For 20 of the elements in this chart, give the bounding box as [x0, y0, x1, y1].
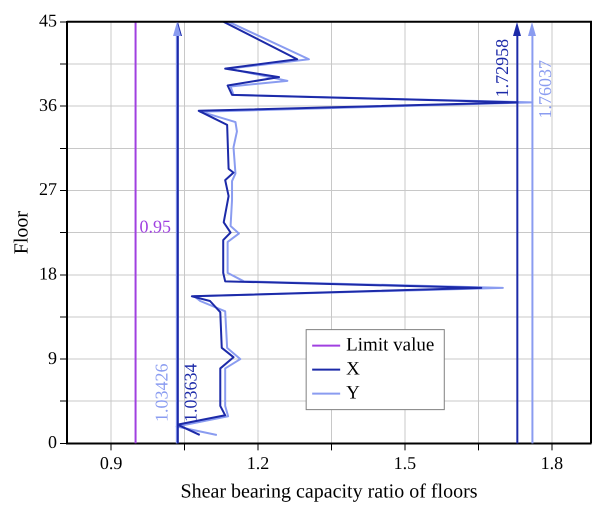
x-axis-title: Shear bearing capacity ratio of floors [180, 480, 478, 502]
ref-line-label: 1.03426 [152, 364, 172, 422]
annotation: 0.95 [140, 216, 172, 237]
x-tick-label: 1.8 [540, 452, 564, 473]
y-tick-label: 36 [39, 94, 57, 115]
y-tick-label: 0 [48, 432, 57, 452]
y-tick-label: 9 [48, 348, 57, 368]
x-tick-label: 1.5 [394, 452, 416, 473]
ref-line-label: 1.03634 [180, 364, 201, 422]
x-tick-label: 0.9 [100, 452, 122, 473]
ref-line-label: 1.72958 [492, 38, 512, 98]
ref-line-label: 1.76037 [535, 60, 556, 119]
legend-label: Y [346, 382, 360, 404]
y-tick-label: 18 [39, 263, 57, 284]
legend-label: Limit value [346, 334, 434, 356]
y-tick-label: 45 [39, 10, 57, 31]
legend-label: X [346, 358, 360, 380]
x-tick-label: 1.2 [246, 452, 270, 473]
y-tick-label: 27 [39, 179, 57, 200]
y-axis-title: Floor [10, 210, 32, 254]
